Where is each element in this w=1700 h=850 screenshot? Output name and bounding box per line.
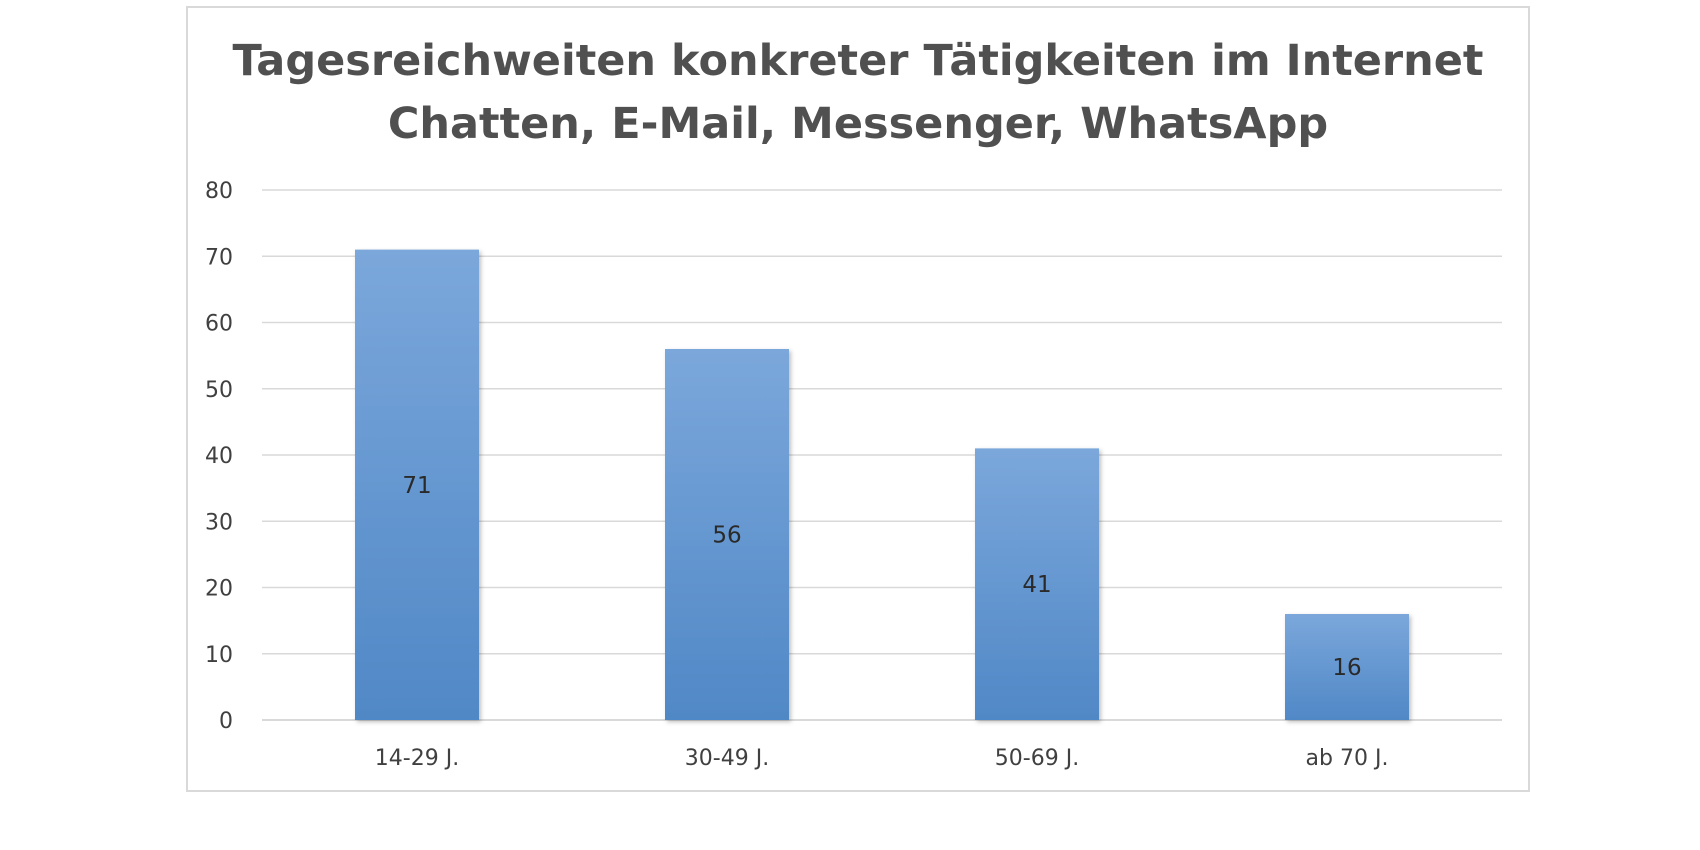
data-label: 71 — [402, 473, 431, 499]
y-tick-label: 60 — [205, 312, 233, 337]
y-axis-tick-labels: 0 10 20 30 40 50 60 70 80 — [205, 179, 233, 734]
data-label: 16 — [1332, 655, 1361, 681]
y-tick-label: 10 — [205, 643, 233, 668]
x-category-label: 30-49 J. — [685, 746, 769, 771]
bar-3 — [975, 448, 1099, 720]
y-tick-label: 30 — [205, 510, 233, 535]
y-tick-label: 50 — [205, 378, 233, 403]
bar-1 — [355, 249, 479, 720]
bar-2 — [665, 349, 789, 720]
y-tick-label: 20 — [205, 577, 233, 602]
bars — [355, 249, 1409, 720]
x-category-label: 50-69 J. — [995, 746, 1079, 771]
y-tick-label: 80 — [205, 179, 233, 204]
x-category-label: ab 70 J. — [1306, 746, 1389, 771]
y-tick-label: 0 — [219, 709, 233, 734]
chart-subtitle: Chatten, E-Mail, Messenger, WhatsApp — [388, 99, 1328, 149]
data-label: 41 — [1022, 572, 1051, 598]
y-tick-label: 40 — [205, 444, 233, 469]
data-label: 56 — [712, 523, 741, 549]
chart-title: Tagesreichweiten konkreter Tätigkeiten i… — [233, 36, 1484, 86]
data-labels: 71 56 41 16 — [402, 473, 1361, 681]
x-category-label: 14-29 J. — [375, 746, 459, 771]
x-axis-category-labels: 14-29 J. 30-49 J. 50-69 J. ab 70 J. — [375, 746, 1389, 771]
y-tick-label: 70 — [205, 245, 233, 270]
bar-4 — [1285, 614, 1409, 720]
